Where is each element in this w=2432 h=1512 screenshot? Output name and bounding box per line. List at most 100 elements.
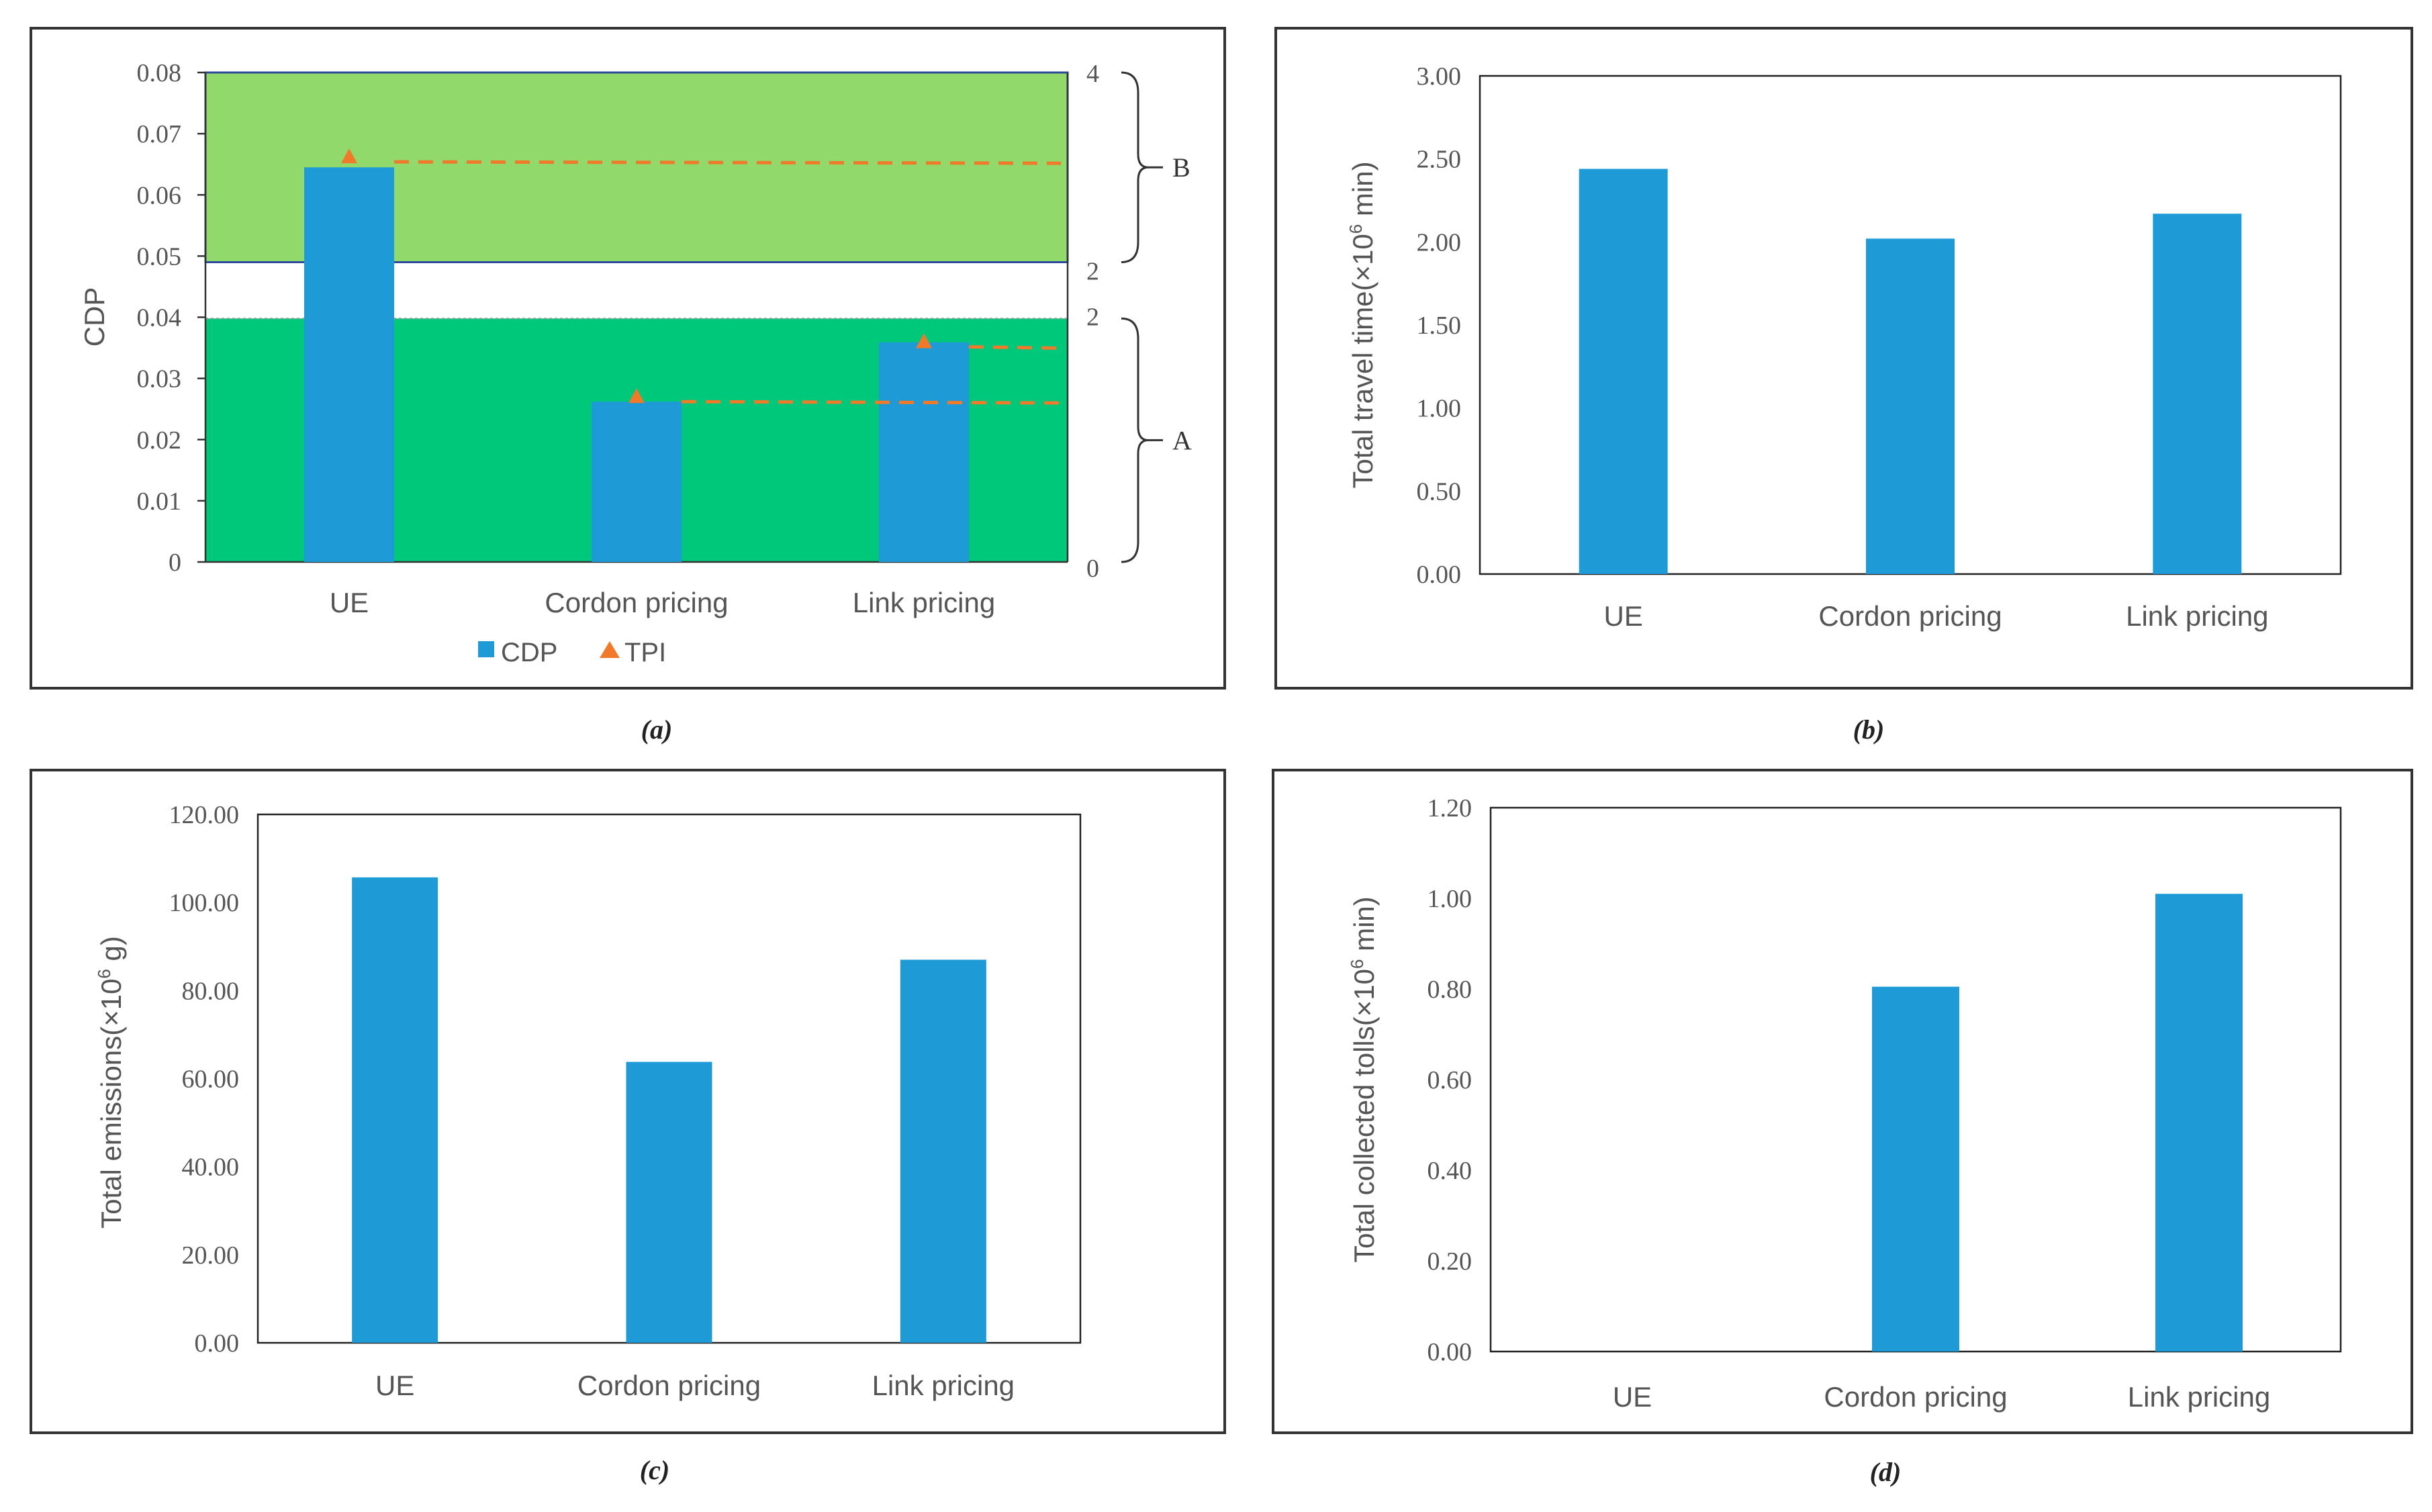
panel-a-cdp-bar-1	[592, 401, 682, 562]
panel-a-y-tick-labels: 0 0.01 0.02 0.03 0.04 0.05 0.06 0.07 0.08	[137, 59, 205, 577]
panel-a-y-tick-2: 0.02	[137, 426, 182, 455]
panel-c: 0.00 20.00 40.00 60.00 80.00 100.00 120.00 UE C…	[30, 769, 1226, 1485]
panel-d-frame	[1272, 769, 2413, 1434]
panel-d-y-tick-1: 0.20	[1428, 1247, 1472, 1276]
panel-a-y-tick-1: 0.01	[137, 487, 182, 516]
panel-b-category-2: Link pricing	[2126, 600, 2268, 632]
panel-b-y-tick-6: 3.00	[1417, 62, 1462, 91]
region-b-label: B	[1172, 152, 1190, 183]
panel-a-y2-tick-2: 2	[1086, 257, 1099, 285]
panel-d-y-tick-5: 1.00	[1428, 885, 1472, 913]
panel-a-y2-tick-1: 2	[1086, 303, 1099, 331]
panel-d-category-labels: UE Cordon pricing Link pricing	[1613, 1381, 2270, 1413]
panel-a-tpi-series	[341, 148, 1062, 405]
panel-c-y-axis-title-main: Total emissions(×10	[95, 979, 127, 1229]
panel-a-category-2: Link pricing	[853, 587, 995, 618]
panel-a-secondary-axis: 0 2 2 4 B A	[1086, 60, 1192, 583]
panel-a-tpi-line-1	[681, 399, 1062, 405]
panel-d-y-axis-title-unit: min)	[1348, 896, 1380, 959]
panel-d-y-tick-2: 0.40	[1428, 1157, 1472, 1185]
panel-c-y-tick-labels: 0.00 20.00 40.00 60.00 80.00 100.00 120.00	[169, 801, 240, 1358]
panel-a-y-tick-3: 0.03	[137, 365, 182, 393]
panel-b-y-tick-3: 1.50	[1417, 312, 1462, 340]
panel-a-caption: (a)	[641, 714, 673, 745]
panel-b-y-axis-title-exponent: 6	[1346, 224, 1366, 234]
panel-a-y-tick-4: 0.04	[137, 304, 182, 332]
region-a-label: A	[1172, 426, 1192, 456]
panel-a-category-1: Cordon pricing	[545, 587, 728, 618]
legend-tpi-marker	[600, 641, 620, 658]
panel-c-category-2: Link pricing	[872, 1370, 1015, 1401]
panel-a-y-tick-0: 0	[169, 549, 181, 577]
panel-a-cdp-bar-0	[304, 167, 394, 562]
panel-a-legend: CDP TPI	[478, 638, 666, 667]
panel-a-y-tick-7: 0.07	[137, 120, 182, 148]
panel-a: 0 0.01 0.02 0.03 0.04 0.05 0.06 0.07 0.08 0 2 2 4 B A…	[30, 27, 1226, 745]
panel-d-y-axis-title: Total collected tolls(×106 min)	[1347, 896, 1380, 1263]
panel-a-y-tick-5: 0.05	[137, 242, 182, 271]
panel-c-y-tick-2: 40.00	[182, 1153, 240, 1182]
panel-b-category-0: UE	[1603, 600, 1642, 632]
panel-a-category-labels: UE Cordon pricing Link pricing	[330, 587, 995, 618]
panel-c-y-axis-title-exponent: 6	[94, 969, 114, 978]
panel-b-category-labels: UE Cordon pricing Link pricing	[1603, 600, 2268, 632]
panel-c-category-labels: UE Cordon pricing Link pricing	[375, 1370, 1015, 1401]
panel-a-tpi-line-2	[968, 345, 1062, 350]
panel-c-y-tick-5: 100.00	[169, 889, 240, 917]
legend-cdp-swatch	[478, 641, 494, 657]
panel-a-tpi-marker-0	[341, 148, 357, 164]
panel-d-y-tick-6: 1.20	[1428, 794, 1472, 822]
panel-a-y2-tick-3: 4	[1086, 60, 1099, 88]
panel-b-frame	[1274, 27, 2413, 690]
panel-c-y-tick-6: 120.00	[169, 801, 240, 829]
panel-c-y-axis-title: Total emissions(×106 g)	[94, 936, 127, 1229]
panel-d-y-axis-title-exponent: 6	[1347, 959, 1367, 969]
legend-cdp-label: CDP	[501, 638, 557, 667]
panel-c-bars	[352, 877, 986, 1343]
panel-b-y-axis-title-unit: min)	[1347, 161, 1378, 224]
panel-d: 0.00 0.20 0.40 0.60 0.80 1.00 1.20 UE Cordon pr…	[1272, 769, 2413, 1487]
panel-a-frame	[30, 27, 1226, 690]
panel-d-category-0: UE	[1613, 1381, 1652, 1413]
panel-b-y-tick-2: 1.00	[1417, 395, 1462, 423]
panel-a-tpi-marker-1	[628, 388, 645, 404]
panel-c-category-1: Cordon pricing	[577, 1370, 761, 1401]
panel-b: 0.00 0.50 1.00 1.50 2.00 2.50 3.00 UE Cordon pr…	[1274, 27, 2413, 745]
legend-tpi-label: TPI	[624, 638, 666, 667]
panel-c-bar-2	[900, 959, 986, 1343]
panel-a-y-tick-8: 0.08	[137, 59, 182, 87]
panel-c-y-tick-4: 80.00	[182, 977, 240, 1005]
panel-b-bar-1	[1866, 238, 1955, 574]
panel-d-y-tick-4: 0.80	[1428, 976, 1472, 1004]
region-b-bracket	[1121, 71, 1149, 263]
panel-d-category-1: Cordon pricing	[1824, 1381, 2007, 1413]
panel-a-y-axis-title: CDP	[79, 287, 110, 347]
panel-b-category-1: Cordon pricing	[1818, 600, 2002, 632]
panel-d-category-2: Link pricing	[2128, 1381, 2270, 1413]
panel-c-frame	[30, 769, 1226, 1434]
panel-d-y-axis-title-main: Total collected tolls(×10	[1348, 969, 1380, 1263]
panel-c-category-0: UE	[375, 1370, 414, 1401]
panel-b-y-axis-title: Total travel time(×106 min)	[1346, 161, 1378, 488]
panel-c-y-axis-title-unit: g)	[95, 936, 127, 969]
panel-b-y-tick-labels: 0.00 0.50 1.00 1.50 2.00 2.50 3.00	[1417, 62, 1462, 589]
panel-b-bar-0	[1579, 169, 1668, 575]
panel-c-bar-1	[626, 1061, 712, 1343]
panel-b-bars	[1579, 169, 2242, 575]
panel-d-bars	[1872, 894, 2243, 1352]
panel-c-caption: (c)	[640, 1455, 669, 1485]
panel-b-bar-2	[2153, 214, 2242, 575]
panel-c-y-tick-1: 20.00	[182, 1241, 240, 1270]
panel-a-tpi-marker-2	[916, 333, 932, 348]
panel-d-y-tick-3: 0.60	[1428, 1066, 1472, 1094]
panel-c-bar-0	[352, 877, 438, 1343]
panel-b-y-tick-5: 2.50	[1417, 146, 1462, 174]
panel-d-bar-1	[1872, 986, 1959, 1352]
panel-a-category-0: UE	[330, 587, 369, 618]
panel-b-y-tick-4: 2.00	[1417, 228, 1462, 256]
panel-b-y-axis-title-main: Total travel time(×10	[1347, 234, 1378, 488]
panel-a-tpi-line-0	[393, 160, 1062, 165]
panel-d-y-tick-labels: 0.00 0.20 0.40 0.60 0.80 1.00 1.20	[1428, 794, 1472, 1366]
panel-d-bar-2	[2155, 894, 2243, 1352]
